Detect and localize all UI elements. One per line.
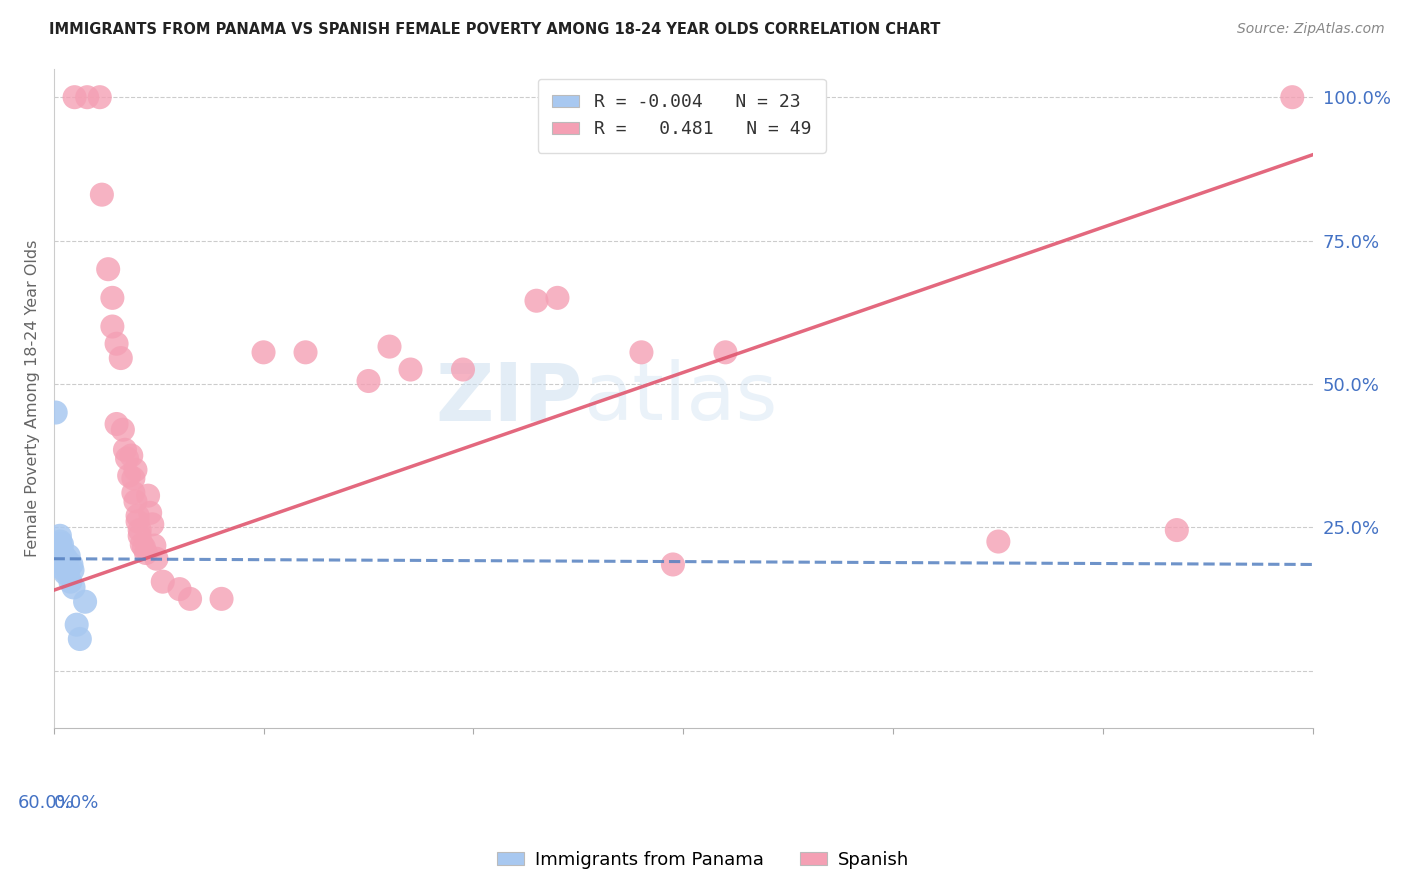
Point (53, 563, 76, 577)
Point (51, 537, 73, 551)
Point (63, 90, 86, 104)
Text: IMMIGRANTS FROM PANAMA VS SPANISH FEMALE POVERTY AMONG 18-24 YEAR OLDS CORRELATI: IMMIGRANTS FROM PANAMA VS SPANISH FEMALE… (49, 22, 941, 37)
Point (53, 558, 76, 572)
Point (66, 617, 89, 632)
Point (118, 468, 141, 483)
Point (152, 574, 174, 589)
Point (101, 319, 124, 334)
Point (252, 345, 274, 359)
Point (49, 534, 72, 549)
Legend: Immigrants from Panama, Spanish: Immigrants from Panama, Spanish (489, 844, 917, 876)
Point (145, 551, 167, 566)
Point (135, 546, 157, 560)
Point (56, 560, 79, 574)
Point (45, 405, 67, 419)
Point (124, 494, 146, 508)
Text: Source: ZipAtlas.com: Source: ZipAtlas.com (1237, 22, 1385, 37)
Point (132, 541, 155, 555)
Point (127, 515, 149, 529)
Point (136, 489, 159, 503)
Text: atlas: atlas (582, 359, 778, 437)
Point (131, 537, 153, 551)
Point (546, 291, 568, 305)
Point (58, 563, 80, 577)
Point (630, 345, 652, 359)
Point (60, 558, 83, 572)
Point (114, 442, 136, 457)
Point (55, 551, 77, 566)
Point (111, 423, 134, 437)
Point (59, 574, 82, 589)
Point (122, 471, 145, 485)
Point (128, 529, 150, 543)
Point (90, 187, 112, 202)
Point (141, 517, 163, 532)
Point (987, 534, 1010, 549)
Point (46, 537, 69, 551)
Point (62, 563, 84, 577)
Point (51, 546, 73, 560)
Point (143, 539, 166, 553)
Point (378, 340, 401, 354)
Point (49, 541, 72, 555)
Point (357, 374, 380, 388)
Point (294, 345, 316, 359)
Point (451, 362, 474, 376)
Point (115, 451, 138, 466)
Point (179, 591, 201, 606)
Point (89, 90, 111, 104)
Y-axis label: Female Poverty Among 18-24 Year Olds: Female Poverty Among 18-24 Year Olds (25, 240, 39, 557)
Point (58, 549, 80, 563)
Point (124, 463, 146, 477)
Point (139, 506, 162, 520)
Point (714, 345, 737, 359)
Point (69, 632, 91, 646)
Point (105, 417, 128, 431)
Legend: R = -0.004   N = 23, R =   0.481   N = 49: R = -0.004 N = 23, R = 0.481 N = 49 (537, 78, 825, 153)
Point (110, 351, 132, 365)
Point (122, 485, 145, 500)
Point (48, 543, 70, 558)
Point (128, 523, 150, 537)
Point (127, 508, 149, 523)
Point (662, 558, 685, 572)
Point (211, 591, 233, 606)
Text: 0.0%: 0.0% (53, 794, 98, 812)
Text: ZIP: ZIP (436, 359, 582, 437)
Point (1166, 523, 1188, 537)
Point (49, 529, 72, 543)
Point (120, 449, 142, 463)
Point (76, 90, 98, 104)
Point (105, 336, 128, 351)
Point (399, 362, 422, 376)
Text: 60.0%: 60.0% (18, 794, 75, 812)
Point (75, 595, 97, 609)
Point (62, 581, 84, 595)
Point (526, 293, 548, 308)
Point (1281, 90, 1303, 104)
Point (97, 262, 120, 277)
Point (101, 291, 124, 305)
Point (169, 582, 191, 596)
Point (52, 551, 75, 566)
Point (53, 566, 76, 580)
